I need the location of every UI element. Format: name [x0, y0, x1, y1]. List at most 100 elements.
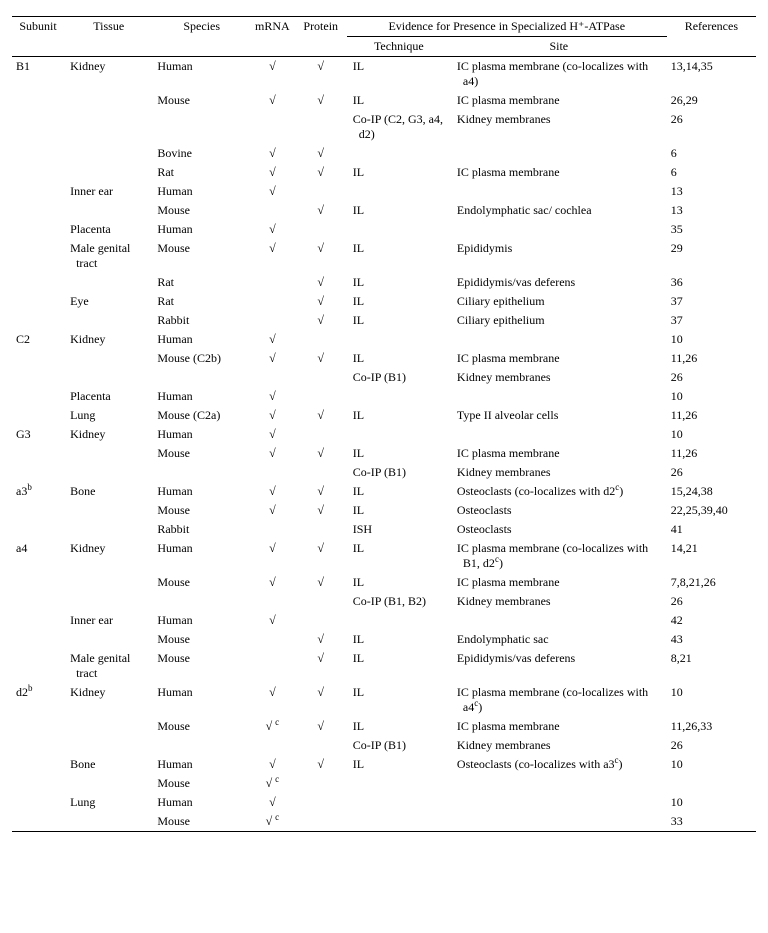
cell-protein: √ [295, 201, 347, 220]
cell-technique: IL [347, 444, 451, 463]
col-protein: Protein [295, 17, 347, 57]
cell-references: 7,8,21,26 [667, 573, 756, 592]
cell-references: 11,26 [667, 349, 756, 368]
cell-tissue: Lung [64, 406, 153, 425]
cell-protein: √ [295, 573, 347, 592]
cell-technique: IL [347, 630, 451, 649]
cell-species [153, 592, 250, 611]
cell-tissue [64, 717, 153, 736]
col-subunit: Subunit [12, 17, 64, 57]
cell-tissue: Kidney [64, 57, 153, 92]
cell-tissue [64, 311, 153, 330]
cell-site: Osteoclasts (co-localizes with d2c) [451, 482, 667, 501]
cell-references: 11,26,33 [667, 717, 756, 736]
cell-species: Mouse (C2a) [153, 406, 250, 425]
cell-subunit [12, 292, 64, 311]
cell-mrna: √ [250, 482, 295, 501]
table-row: LungHuman√10 [12, 793, 756, 812]
cell-species: Rat [153, 273, 250, 292]
cell-species: Mouse [153, 239, 250, 273]
cell-references: 11,26 [667, 406, 756, 425]
cell-tissue [64, 444, 153, 463]
cell-site: Epididymis/vas deferens [451, 649, 667, 683]
cell-subunit [12, 220, 64, 239]
cell-technique: IL [347, 273, 451, 292]
cell-references: 6 [667, 144, 756, 163]
cell-tissue: Inner ear [64, 182, 153, 201]
cell-mrna: √ c [250, 812, 295, 832]
cell-subunit [12, 717, 64, 736]
cell-site: IC plasma membrane [451, 163, 667, 182]
cell-tissue [64, 463, 153, 482]
cell-protein: √ [295, 406, 347, 425]
cell-protein: √ [295, 239, 347, 273]
table-row: C2KidneyHuman√10 [12, 330, 756, 349]
cell-protein: √ [295, 292, 347, 311]
cell-technique [347, 774, 451, 793]
cell-references: 35 [667, 220, 756, 239]
cell-technique: Co-IP (C2, G3, a4, d2) [347, 110, 451, 144]
cell-references: 37 [667, 292, 756, 311]
table-row: Mouse√√ILIC plasma membrane7,8,21,26 [12, 573, 756, 592]
cell-tissue: Kidney [64, 330, 153, 349]
cell-site: Endolymphatic sac [451, 630, 667, 649]
cell-mrna [250, 463, 295, 482]
cell-subunit [12, 163, 64, 182]
cell-species: Human [153, 387, 250, 406]
cell-site: Ciliary epithelium [451, 311, 667, 330]
data-table: Subunit Tissue Species mRNA Protein Evid… [12, 16, 756, 832]
table-row: Bovine√√6 [12, 144, 756, 163]
cell-tissue [64, 201, 153, 220]
cell-site: IC plasma membrane [451, 349, 667, 368]
cell-mrna [250, 201, 295, 220]
cell-mrna [250, 311, 295, 330]
cell-tissue [64, 110, 153, 144]
cell-technique: IL [347, 201, 451, 220]
cell-references: 42 [667, 611, 756, 630]
cell-subunit [12, 349, 64, 368]
table-row: a3bBoneHuman√√ILOsteoclasts (co-localize… [12, 482, 756, 501]
cell-technique: Co-IP (B1, B2) [347, 592, 451, 611]
cell-references: 26 [667, 110, 756, 144]
table-row: PlacentaHuman√35 [12, 220, 756, 239]
cell-technique: Co-IP (B1) [347, 736, 451, 755]
cell-references: 29 [667, 239, 756, 273]
cell-mrna [250, 649, 295, 683]
cell-site [451, 611, 667, 630]
cell-site [451, 182, 667, 201]
cell-subunit: a4 [12, 539, 64, 573]
table-row: d2bKidneyHuman√√ILIC plasma membrane (co… [12, 683, 756, 717]
cell-technique: IL [347, 573, 451, 592]
cell-protein [295, 387, 347, 406]
cell-species: Human [153, 539, 250, 573]
table-row: Mouse√√ILIC plasma membrane11,26 [12, 444, 756, 463]
cell-site: Kidney membranes [451, 592, 667, 611]
cell-technique: Co-IP (B1) [347, 463, 451, 482]
cell-technique: IL [347, 683, 451, 717]
cell-protein: √ [295, 482, 347, 501]
cell-site [451, 774, 667, 793]
cell-mrna [250, 292, 295, 311]
cell-mrna: √ [250, 793, 295, 812]
cell-tissue [64, 592, 153, 611]
cell-references: 36 [667, 273, 756, 292]
cell-technique: IL [347, 755, 451, 774]
table-row: Rabbit√ILCiliary epithelium37 [12, 311, 756, 330]
cell-site: Epididymis [451, 239, 667, 273]
table-body: B1KidneyHuman√√ILIC plasma membrane (co-… [12, 57, 756, 832]
cell-species: Mouse [153, 630, 250, 649]
cell-subunit [12, 793, 64, 812]
cell-mrna [250, 630, 295, 649]
cell-references: 13 [667, 201, 756, 220]
cell-species: Mouse [153, 501, 250, 520]
cell-tissue [64, 812, 153, 832]
cell-site [451, 330, 667, 349]
cell-subunit: C2 [12, 330, 64, 349]
cell-protein: √ [295, 630, 347, 649]
cell-tissue [64, 144, 153, 163]
table-row: Co-IP (B1)Kidney membranes26 [12, 463, 756, 482]
cell-technique: IL [347, 501, 451, 520]
cell-subunit [12, 630, 64, 649]
cell-species: Human [153, 57, 250, 92]
cell-mrna: √ [250, 330, 295, 349]
